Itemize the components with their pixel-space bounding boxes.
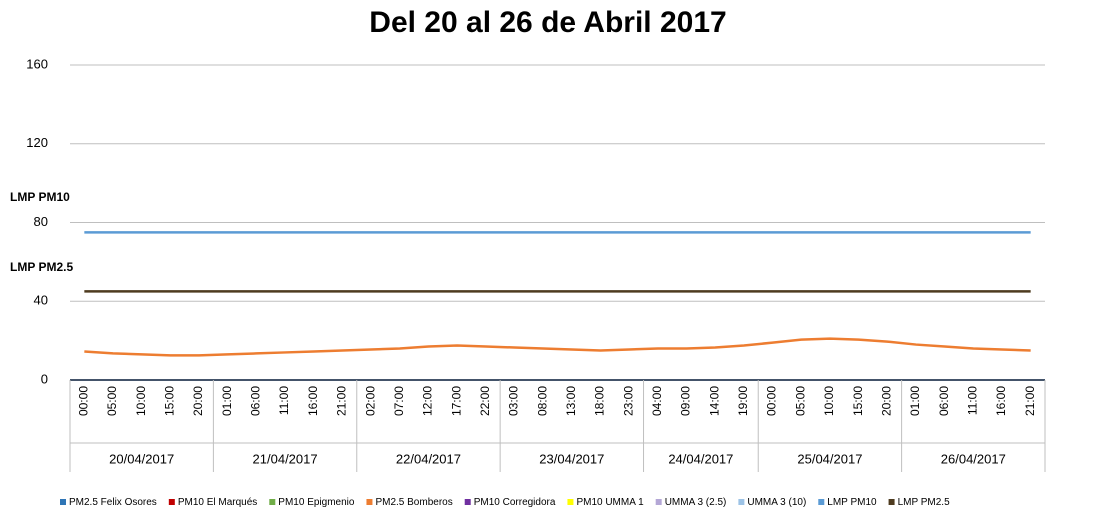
legend-swatch (567, 499, 574, 505)
x-group-label: 22/04/2017 (396, 451, 461, 466)
x-tick-label: 10:00 (134, 386, 148, 416)
y-tick-label: 80 (34, 214, 48, 229)
x-tick-label: 04:00 (650, 386, 664, 416)
x-tick-label: 01:00 (908, 386, 922, 416)
legend-label: UMMA 3 (2.5) (665, 497, 727, 508)
x-tick-label: 11:00 (965, 386, 979, 415)
legend-swatch (888, 499, 895, 505)
x-tick-label: 05:00 (793, 386, 807, 416)
x-tick-label: 09:00 (679, 386, 693, 416)
legend-label: PM10 Epigmenio (278, 497, 355, 508)
series-line (84, 337, 1031, 357)
x-tick-label: 08:00 (535, 386, 549, 416)
x-tick-label: 06:00 (937, 386, 951, 416)
legend-swatch (269, 499, 276, 505)
x-tick-label: 22:00 (478, 386, 492, 416)
x-tick-label: 21:00 (335, 386, 349, 416)
x-tick-label: 20:00 (879, 386, 893, 416)
annotation: LMP PM10 (10, 190, 70, 204)
legend-label: PM2.5 Felix Osores (69, 497, 157, 508)
x-group-label: 25/04/2017 (797, 451, 862, 466)
x-group-label: 20/04/2017 (109, 451, 174, 466)
legend-label: LMP PM10 (827, 497, 877, 508)
chart-title: Del 20 al 26 de Abril 2017 (369, 6, 726, 39)
x-tick-label: 15:00 (163, 386, 177, 416)
x-tick-label: 16:00 (306, 386, 320, 416)
x-group-label: 23/04/2017 (539, 451, 604, 466)
x-group-label: 26/04/2017 (941, 451, 1006, 466)
y-tick-label: 40 (34, 293, 48, 308)
x-tick-label: 18:00 (593, 386, 607, 416)
legend-swatch (366, 499, 373, 505)
legend-swatch (168, 499, 175, 505)
legend-label: LMP PM2.5 (898, 497, 950, 508)
legend-swatch (464, 499, 471, 505)
x-tick-label: 19:00 (736, 386, 750, 416)
legend-swatch (60, 499, 66, 505)
x-tick-label: 21:00 (1023, 386, 1037, 416)
x-tick-label: 00:00 (77, 386, 91, 416)
legend-label: UMMA 3 (10) (747, 497, 806, 508)
x-tick-label: 01:00 (220, 386, 234, 416)
x-tick-label: 12:00 (421, 386, 435, 416)
legend-label: PM10 Corregidora (474, 497, 556, 508)
y-tick-label: 160 (26, 56, 48, 71)
legend-swatch (655, 499, 662, 505)
x-tick-label: 10:00 (822, 386, 836, 416)
x-tick-label: 20:00 (191, 386, 205, 416)
x-tick-label: 13:00 (564, 386, 578, 416)
x-tick-label: 02:00 (363, 386, 377, 416)
legend-swatch (818, 499, 825, 505)
legend-swatch (738, 499, 745, 505)
x-tick-label: 16:00 (994, 386, 1008, 416)
y-tick-label: 0 (41, 371, 48, 386)
x-tick-label: 15:00 (851, 386, 865, 416)
x-tick-label: 00:00 (765, 386, 779, 416)
annotation: LMP PM2.5 (10, 260, 73, 274)
x-tick-label: 07:00 (392, 386, 406, 416)
x-tick-label: 23:00 (621, 386, 635, 416)
x-tick-label: 06:00 (249, 386, 263, 416)
x-tick-label: 03:00 (507, 386, 521, 416)
x-tick-label: 11:00 (277, 386, 291, 415)
legend-label: PM2.5 Bomberos (375, 497, 452, 508)
x-tick-label: 05:00 (105, 386, 119, 416)
x-tick-label: 14:00 (707, 386, 721, 416)
x-group-label: 21/04/2017 (253, 451, 318, 466)
x-tick-label: 17:00 (449, 386, 463, 416)
x-group-label: 24/04/2017 (668, 451, 733, 466)
legend-label: PM10 UMMA 1 (576, 497, 644, 508)
legend-label: PM10 El Marqués (178, 497, 257, 508)
y-tick-label: 120 (26, 135, 48, 150)
